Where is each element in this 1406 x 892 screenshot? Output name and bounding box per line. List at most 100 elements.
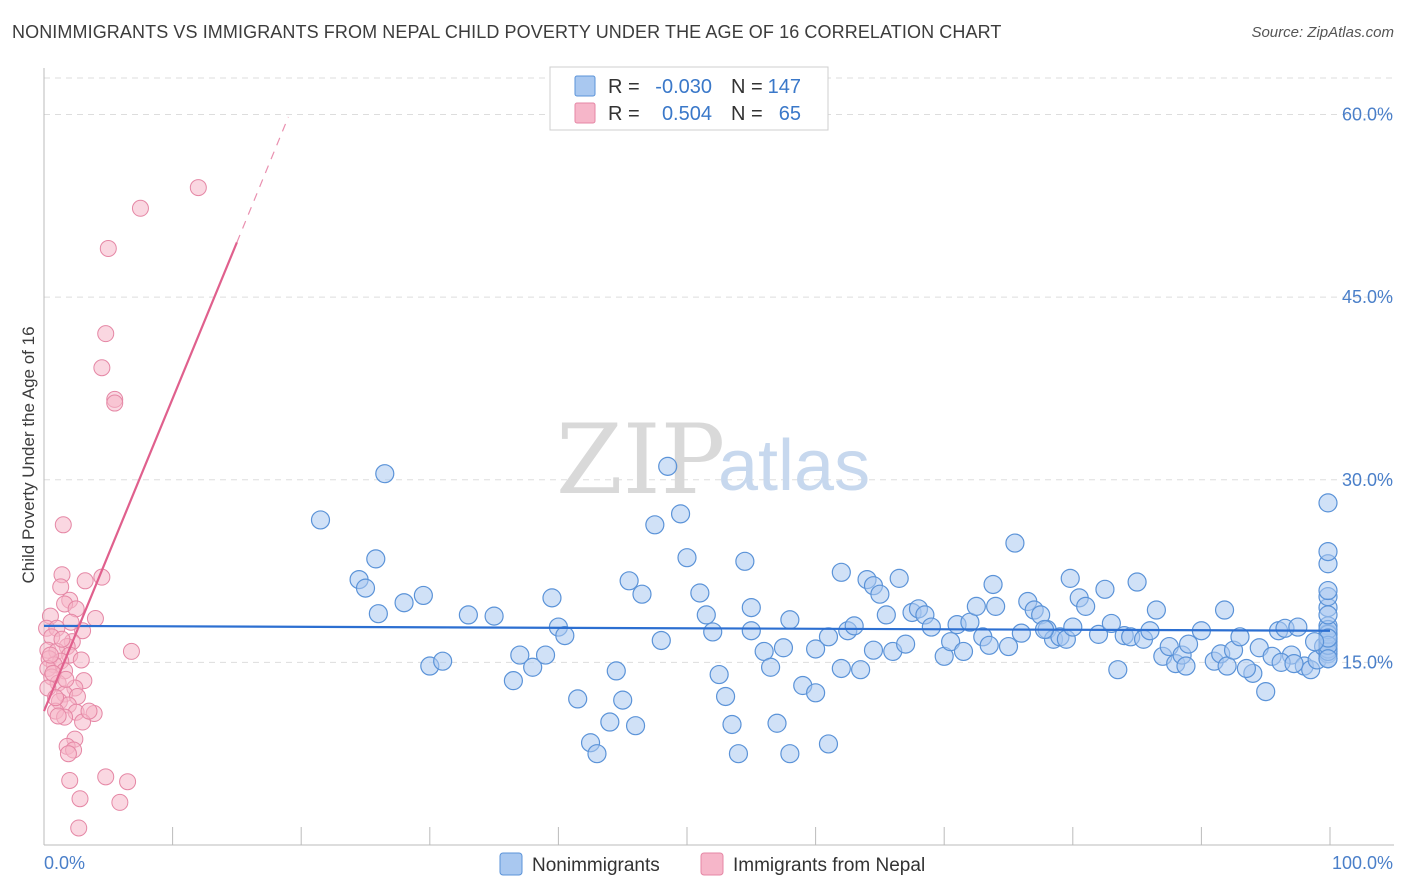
data-point-nonimmigrants — [831, 562, 851, 582]
data-point-nonimmigrants — [600, 712, 620, 732]
data-point-immigrants-from-nepal — [189, 179, 207, 197]
data-point-immigrants-from-nepal — [93, 359, 111, 377]
data-point-nonimmigrants — [767, 713, 787, 733]
data-point-nonimmigrants — [1176, 656, 1196, 676]
legend-r-value: 0.504 — [662, 103, 712, 125]
data-point-nonimmigrants — [818, 627, 839, 647]
data-point-nonimmigrants — [433, 651, 453, 671]
data-point-nonimmigrants — [870, 584, 890, 604]
data-point-immigrants-from-nepal — [59, 745, 77, 763]
data-point-nonimmigrants — [366, 549, 386, 569]
bottom-legend-swatch-nonimmigrants — [499, 852, 523, 876]
data-point-nonimmigrants — [780, 610, 800, 630]
legend-n-value: 65 — [779, 103, 801, 125]
data-point-nonimmigrants — [998, 636, 1019, 657]
data-point-immigrants-from-nepal — [106, 394, 124, 412]
legend-n-value: 147 — [768, 76, 801, 98]
y-tick-label: 45.0% — [1342, 287, 1393, 307]
data-point-nonimmigrants — [658, 456, 678, 476]
data-point-nonimmigrants — [773, 638, 794, 658]
data-point-nonimmigrants — [555, 625, 575, 646]
data-point-nonimmigrants — [458, 605, 478, 625]
data-point-nonimmigrants — [983, 574, 1003, 595]
x-tick-labels: 0.0% 100.0% — [44, 853, 1393, 873]
data-point-nonimmigrants — [1230, 627, 1250, 647]
grid-lines — [44, 77, 1394, 663]
data-point-immigrants-from-nepal — [54, 516, 72, 534]
chart-title: NONIMMIGRANTS VS IMMIGRANTS FROM NEPAL C… — [12, 22, 1002, 42]
data-point-nonimmigrants — [760, 657, 781, 677]
data-point-immigrants-from-nepal — [131, 199, 149, 217]
watermark-zip: ZIP — [556, 404, 725, 516]
bottom-legend-swatch-immigrants-from-nepal — [700, 852, 724, 876]
data-point-nonimmigrants — [690, 583, 710, 603]
data-point-nonimmigrants — [1060, 568, 1080, 588]
data-point-nonimmigrants — [503, 671, 523, 691]
data-point-nonimmigrants — [510, 645, 530, 665]
data-point-nonimmigrants — [805, 639, 826, 659]
data-point-immigrants-from-nepal — [70, 819, 88, 837]
data-point-nonimmigrants — [818, 734, 839, 754]
data-point-nonimmigrants — [889, 568, 909, 588]
data-point-nonimmigrants — [844, 616, 864, 636]
data-point-nonimmigrants — [484, 606, 504, 626]
x-tick-label: 100.0% — [1332, 853, 1393, 873]
data-point-nonimmigrants — [1178, 634, 1199, 654]
data-point-immigrants-from-nepal — [71, 790, 89, 808]
data-point-nonimmigrants — [523, 657, 543, 677]
data-point-nonimmigrants — [780, 744, 800, 764]
data-point-nonimmigrants — [805, 683, 826, 703]
data-point-nonimmigrants — [568, 689, 588, 709]
data-point-nonimmigrants — [651, 630, 671, 651]
data-point-nonimmigrants — [1318, 541, 1338, 562]
data-point-nonimmigrants — [375, 464, 395, 484]
data-point-nonimmigrants — [741, 621, 761, 641]
data-point-immigrants-from-nepal — [97, 325, 115, 343]
data-point-nonimmigrants — [1127, 572, 1147, 592]
watermark: ZIP atlas — [556, 404, 870, 516]
x-tick-label: 0.0% — [44, 853, 85, 873]
data-point-nonimmigrants — [715, 686, 736, 707]
trend-lines — [42, 116, 1331, 712]
data-point-nonimmigrants — [709, 664, 729, 685]
data-point-nonimmigrants — [728, 744, 749, 764]
data-point-immigrants-from-nepal — [111, 793, 129, 811]
data-point-immigrants-from-nepal — [86, 610, 104, 628]
legend-r-label: R = — [608, 76, 640, 98]
legend-r-label: R = — [608, 103, 640, 125]
data-point-nonimmigrants — [1101, 613, 1121, 634]
trend-line-immigrants-from-nepal — [42, 241, 238, 712]
data-point-nonimmigrants — [1108, 660, 1128, 680]
data-point-nonimmigrants — [613, 690, 633, 710]
data-point-nonimmigrants — [831, 658, 851, 679]
data-point-immigrants-from-nepal — [97, 768, 115, 786]
legend-swatch-nonimmigrants — [574, 75, 596, 97]
data-point-nonimmigrants — [1063, 617, 1083, 637]
data-point-nonimmigrants — [1318, 493, 1338, 513]
data-point-nonimmigrants — [741, 597, 761, 618]
data-point-immigrants-from-nepal — [80, 702, 98, 720]
data-point-nonimmigrants — [625, 716, 646, 736]
y-tick-label: 30.0% — [1342, 470, 1393, 490]
data-point-nonimmigrants — [542, 588, 562, 608]
data-point-nonimmigrants — [1284, 653, 1304, 674]
data-point-nonimmigrants — [1256, 681, 1276, 702]
data-point-nonimmigrants — [310, 510, 331, 530]
legend-n-label: N = — [731, 103, 763, 125]
data-point-nonimmigrants — [722, 714, 742, 735]
data-point-nonimmigrants — [355, 578, 376, 598]
data-point-nonimmigrants — [413, 585, 433, 606]
data-point-immigrants-from-nepal — [53, 630, 71, 648]
data-point-immigrants-from-nepal — [122, 642, 140, 660]
legend-n-label: N = — [731, 76, 763, 98]
data-point-immigrants-from-nepal — [119, 773, 137, 791]
data-point-nonimmigrants — [966, 596, 986, 616]
data-point-nonimmigrants — [735, 551, 755, 571]
data-point-nonimmigrants — [606, 661, 626, 681]
data-point-nonimmigrants — [587, 744, 607, 764]
source-credit: Source: ZipAtlas.com — [1251, 24, 1394, 41]
data-point-nonimmigrants — [394, 593, 414, 613]
data-point-nonimmigrants — [953, 641, 974, 662]
data-point-nonimmigrants — [1318, 649, 1338, 669]
